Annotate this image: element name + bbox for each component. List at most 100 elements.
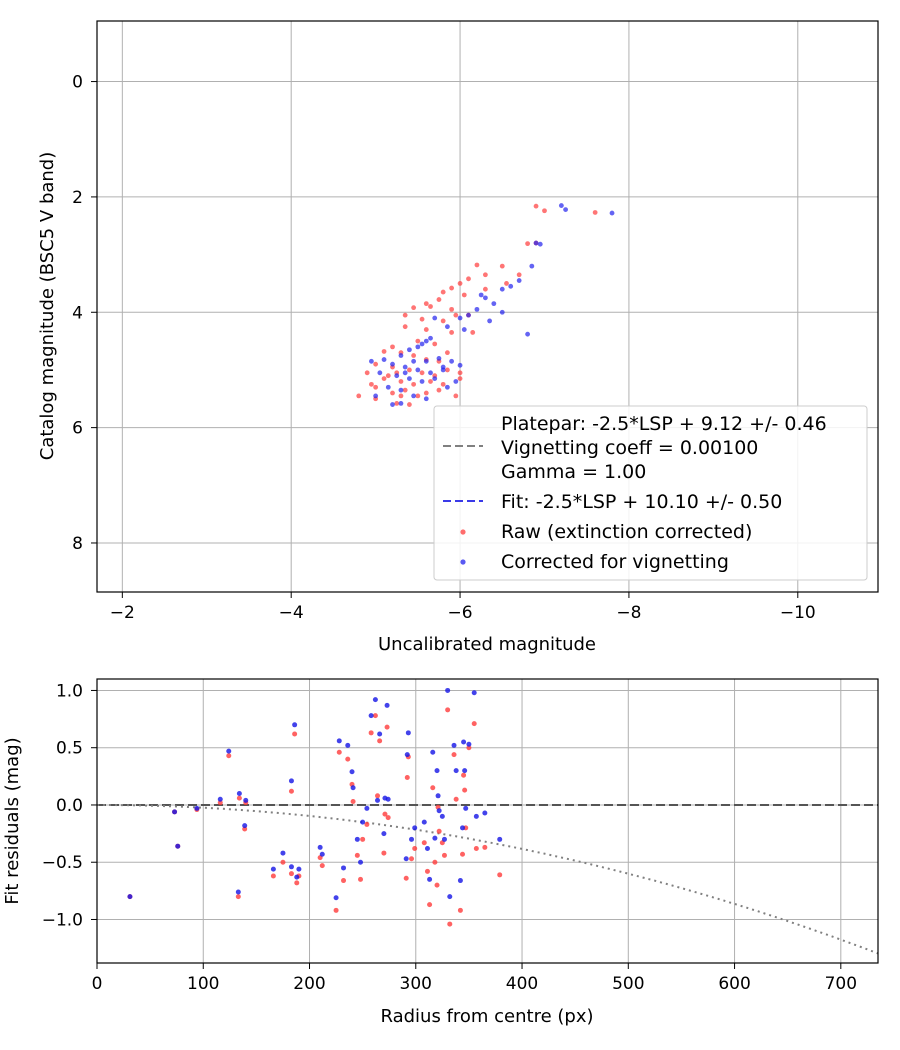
scatter-point xyxy=(381,376,387,381)
x-tick-label: −10 xyxy=(780,603,816,623)
residual-point xyxy=(336,749,342,755)
scatter-point xyxy=(402,324,408,330)
scatter-point xyxy=(377,370,383,376)
x-tick-label: 700 xyxy=(825,974,857,994)
legend-corrected-label: Corrected for vignetting xyxy=(501,551,729,573)
residual-point xyxy=(463,805,469,811)
x-tick-label: −8 xyxy=(616,603,641,623)
scatter-point xyxy=(453,312,459,318)
residual-point xyxy=(360,819,366,825)
scatter-point xyxy=(394,400,400,406)
residual-point xyxy=(473,845,479,851)
scatter-point xyxy=(381,357,387,362)
scatter-point xyxy=(457,370,463,376)
y-tick-label: 1.0 xyxy=(56,681,83,701)
x-tick-label: 400 xyxy=(506,974,538,994)
residual-point xyxy=(384,702,390,708)
x-tick-label: 0 xyxy=(92,974,103,994)
scatter-point xyxy=(428,379,433,384)
scatter-point xyxy=(474,262,480,268)
legend: Platepar: -2.5*LSP + 9.12 +/- 0.46 Vigne… xyxy=(433,405,868,581)
residual-point xyxy=(434,882,440,888)
scatter-point xyxy=(428,370,433,376)
residual-point xyxy=(127,894,133,900)
scatter-point xyxy=(402,364,408,370)
x-tick-label: 600 xyxy=(718,974,750,994)
residual-point xyxy=(372,713,378,719)
residual-point xyxy=(497,872,503,878)
residual-point xyxy=(319,851,325,857)
scatter-point xyxy=(461,292,467,298)
scatter-point xyxy=(453,379,459,384)
scatter-point xyxy=(525,331,531,337)
scatter-point xyxy=(444,324,450,330)
residual-point xyxy=(403,875,409,881)
residual-point xyxy=(385,796,391,802)
scatter-point xyxy=(432,376,438,381)
residual-point xyxy=(412,845,418,851)
scatter-point xyxy=(398,353,404,358)
bottom-scatter-points xyxy=(127,687,503,927)
y-tick-label: 2 xyxy=(72,188,83,208)
scatter-point xyxy=(440,364,446,370)
residual-point xyxy=(421,819,427,825)
residual-point xyxy=(462,787,468,793)
scatter-point xyxy=(423,338,429,344)
legend-vignetting-label: Vignetting coeff = 0.00100 xyxy=(501,437,758,459)
scatter-point xyxy=(499,263,505,269)
scatter-point xyxy=(411,393,417,399)
legend-fit-label: Fit: -2.5*LSP + 10.10 +/- 0.50 xyxy=(501,491,782,513)
scatter-point xyxy=(449,285,455,291)
scatter-point xyxy=(444,367,450,373)
residual-point xyxy=(345,742,351,748)
bottom-y-axis-label: Fit residuals (mag) xyxy=(2,737,23,904)
residual-point xyxy=(435,793,441,799)
residual-point xyxy=(350,785,356,791)
residual-point xyxy=(288,788,294,794)
residual-point xyxy=(372,697,378,703)
scatter-point xyxy=(423,301,429,307)
scatter-point xyxy=(398,393,404,399)
scatter-point xyxy=(592,210,598,215)
scatter-point xyxy=(419,379,425,384)
scatter-point xyxy=(466,276,471,282)
residual-point xyxy=(424,845,430,851)
bottom-x-axis-label: Radius from centre (px) xyxy=(380,1006,593,1027)
scatter-point xyxy=(369,381,374,387)
residual-point xyxy=(292,731,298,737)
y-tick-label: 0.5 xyxy=(56,739,83,759)
residual-point xyxy=(226,753,232,759)
scatter-point xyxy=(542,208,547,214)
scatter-point xyxy=(516,278,522,283)
residual-point xyxy=(421,840,427,846)
scatter-point xyxy=(457,315,463,321)
scatter-point xyxy=(440,318,446,324)
scatter-point xyxy=(432,315,438,321)
top-y-axis-label: Catalog magnitude (BSC5 V band) xyxy=(37,152,58,461)
residual-point xyxy=(445,707,451,713)
residual-point xyxy=(377,738,383,744)
scatter-point xyxy=(356,393,362,399)
residual-point xyxy=(341,878,347,884)
scatter-point xyxy=(369,358,374,364)
residual-point xyxy=(460,825,466,831)
residual-point xyxy=(172,809,178,815)
residual-point xyxy=(358,876,364,882)
residual-point xyxy=(375,793,381,799)
residual-point xyxy=(217,796,223,802)
residual-point xyxy=(403,856,409,862)
residual-point xyxy=(358,859,364,865)
scatter-point xyxy=(407,402,412,407)
scatter-point xyxy=(525,241,531,247)
scatter-point xyxy=(491,301,497,307)
residual-point xyxy=(451,742,457,748)
y-tick-label: 0.0 xyxy=(56,796,83,816)
y-tick-label: −0.5 xyxy=(42,853,83,873)
scatter-point xyxy=(529,263,535,269)
residual-point xyxy=(453,768,459,774)
residual-point xyxy=(385,815,391,821)
scatter-point xyxy=(533,240,539,246)
scatter-point xyxy=(499,309,505,315)
bottom-grid xyxy=(96,679,878,963)
bottom-reference-lines xyxy=(97,803,879,955)
